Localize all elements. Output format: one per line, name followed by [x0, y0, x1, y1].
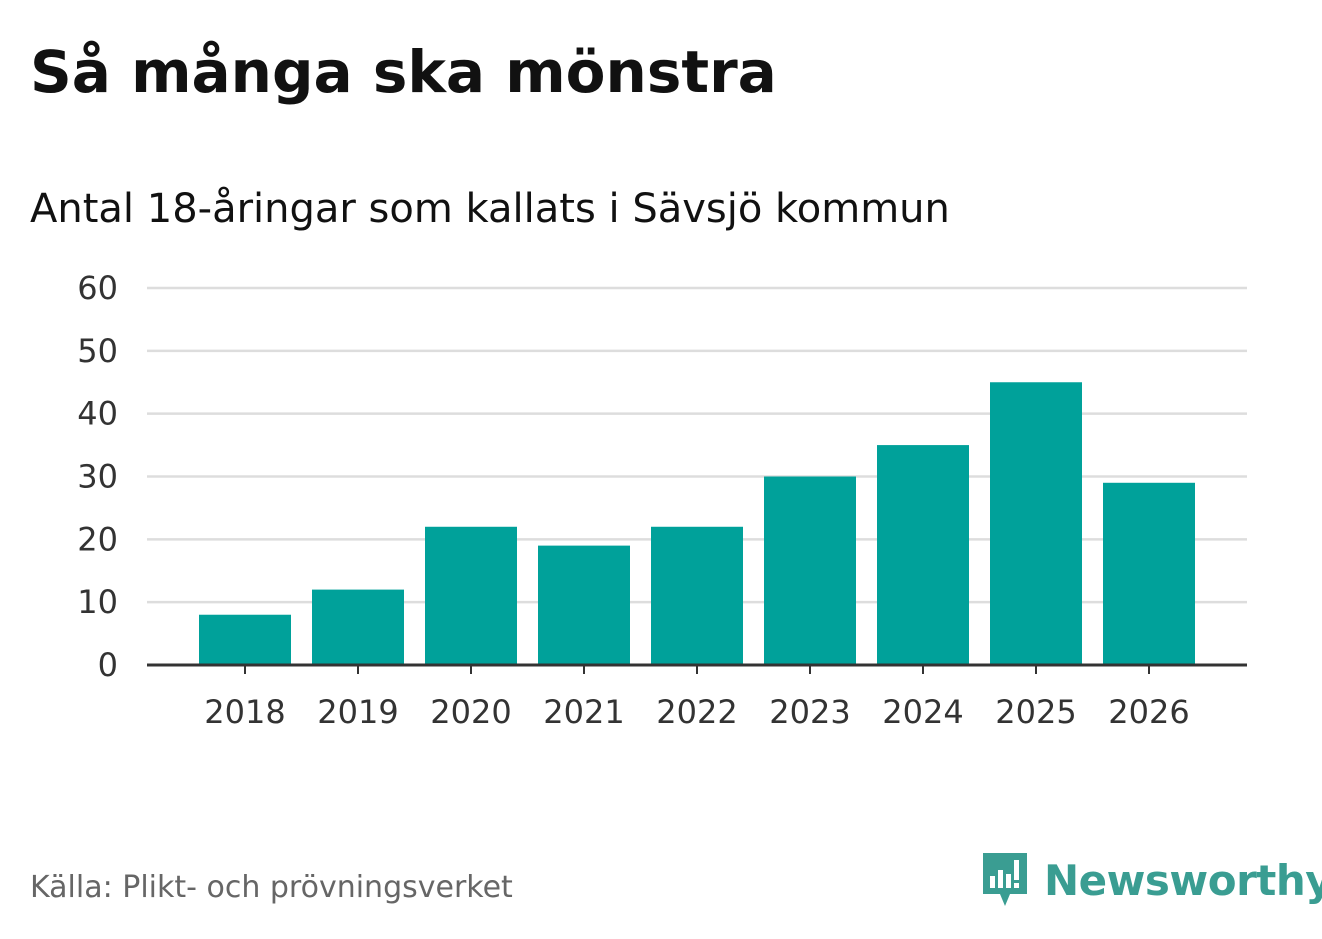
x-tick-label: 2025 [995, 693, 1076, 731]
y-tick-label: 40 [77, 395, 118, 433]
bar-2024[interactable] [877, 445, 969, 665]
bar-2022[interactable] [651, 526, 743, 665]
tick-labels: 0 10 20 30 40 50 60 2018 2019 2020 2021 2022 2023 202… [77, 269, 1189, 731]
bar-2026[interactable] [1103, 482, 1195, 665]
x-tick-label: 2024 [882, 693, 963, 731]
newsworthy-logo-icon [983, 853, 1027, 906]
y-tick-label: 30 [77, 458, 118, 496]
x-tick-label: 2023 [769, 693, 850, 731]
bar-2023[interactable] [764, 476, 856, 666]
y-tick-label: 10 [77, 583, 118, 621]
y-tick-label: 0 [98, 646, 118, 684]
x-tick-label: 2026 [1108, 693, 1189, 731]
x-tick-label: 2022 [656, 693, 737, 731]
x-tick-label: 2019 [317, 693, 398, 731]
bar-2019[interactable] [312, 589, 404, 665]
brand-name: Newsworthy [1044, 855, 1322, 905]
y-tick-label: 50 [77, 332, 118, 370]
bars [199, 382, 1195, 665]
bar-chart: 0 10 20 30 40 50 60 2018 2019 2020 2021 2022 2023 202… [77, 269, 1247, 731]
x-tick-label: 2020 [430, 693, 511, 731]
bar-2021[interactable] [538, 545, 630, 665]
x-tick-label: 2021 [543, 693, 624, 731]
bar-2018[interactable] [199, 614, 291, 665]
source-note: Källa: Plikt- och prövningsverket [30, 870, 513, 905]
chart-title: Så många ska mönstra [30, 38, 777, 106]
bar-2025[interactable] [990, 382, 1082, 665]
x-tick-label: 2018 [204, 693, 285, 731]
y-tick-label: 20 [77, 520, 118, 558]
y-tick-label: 60 [77, 269, 118, 307]
chart-subtitle: Antal 18-åringar som kallats i Sävsjö ko… [30, 186, 950, 232]
bar-2020[interactable] [425, 526, 517, 665]
axes [147, 663, 1247, 674]
brand-logo[interactable]: Newsworthy [980, 850, 1322, 910]
